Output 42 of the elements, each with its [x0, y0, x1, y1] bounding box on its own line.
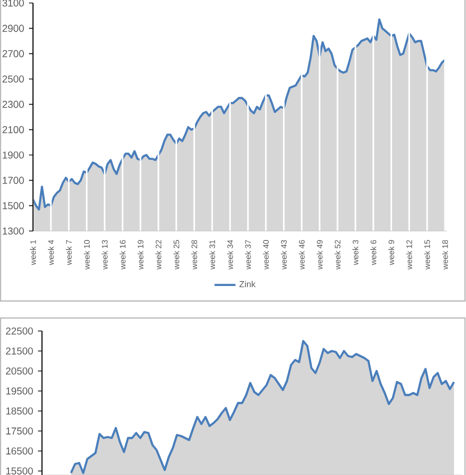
legend-label: Zink — [239, 280, 256, 288]
x-tick-label: week 34 — [227, 240, 233, 270]
x-tick-label: week 49 — [316, 240, 323, 270]
x-tick-label: week 4 — [48, 240, 54, 266]
y-tick-label: 2300 — [2, 100, 24, 108]
y-tick-label: 17500 — [6, 427, 33, 435]
x-tick-label: week 7 — [66, 240, 72, 266]
x-tick-label: week 18 — [442, 240, 448, 270]
x-tick-label: week 15 — [424, 240, 430, 270]
y-tick-label: 1900 — [2, 151, 24, 159]
x-tick-label: week 46 — [298, 240, 305, 270]
y-tick-label: 2700 — [2, 50, 24, 58]
x-tick-label: week 40 — [262, 240, 269, 270]
x-tick-label: week 22 — [155, 240, 162, 270]
x-tick-label: week 31 — [209, 240, 216, 270]
y-tick-label: 22500 — [6, 327, 33, 335]
x-tick-label: week 16 — [120, 240, 126, 270]
y-tick-label: 19500 — [6, 387, 33, 395]
y-tick-label: 1700 — [2, 176, 24, 184]
x-tick-label: week 13 — [102, 240, 108, 270]
x-tick-label: week 1 — [30, 240, 36, 266]
y-tick-label: 2500 — [2, 75, 24, 83]
x-tick-label: week 9 — [388, 240, 394, 266]
y-tick-label: 18500 — [6, 407, 33, 415]
y-tick-label: 21500 — [6, 347, 33, 355]
x-tick-label: week 12 — [406, 240, 412, 270]
y-tick-label: 20500 — [6, 367, 33, 375]
y-tick-label: 1300 — [2, 227, 24, 235]
x-tick-label: week 28 — [191, 240, 198, 270]
y-tick-label: 2900 — [2, 24, 24, 32]
x-tick-label: week 25 — [173, 240, 180, 270]
y-tick-label: 2100 — [2, 126, 24, 134]
y-tick-label: 1500 — [2, 202, 24, 210]
y-tick-label: 15500 — [6, 467, 33, 475]
x-tick-label: week 43 — [280, 240, 287, 270]
x-tick-label: week 6 — [370, 240, 376, 266]
x-tick-label: week 52 — [334, 240, 340, 270]
x-tick-label: week 19 — [138, 240, 144, 270]
x-tick-label: week 3 — [352, 240, 358, 266]
y-tick-label: 16500 — [6, 447, 33, 455]
x-tick-label: week 37 — [245, 240, 251, 270]
x-tick-label: week 10 — [84, 240, 90, 270]
